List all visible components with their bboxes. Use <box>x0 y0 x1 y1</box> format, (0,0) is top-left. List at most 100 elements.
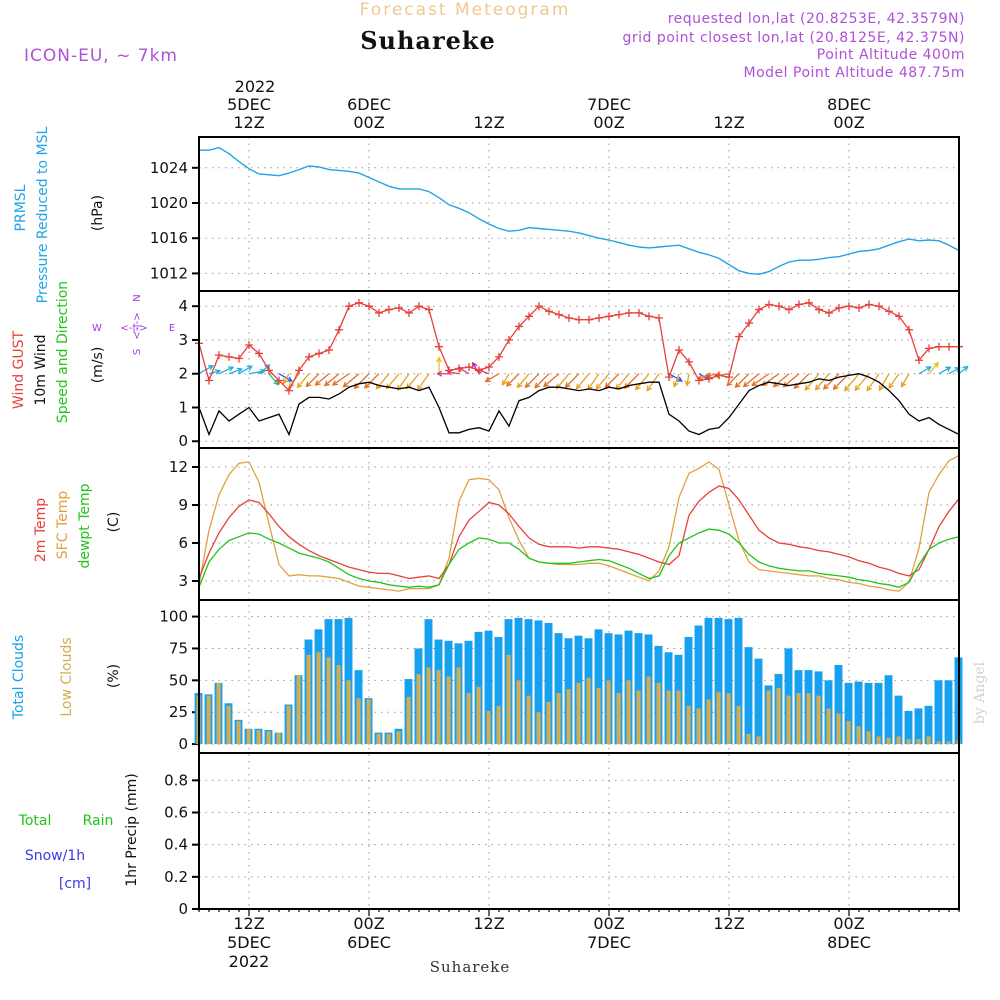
precip-ytick-label: 0.4 <box>164 836 188 854</box>
clouds-ytick-label: 75 <box>169 639 188 657</box>
low-cloud-bar <box>946 741 951 745</box>
wind-arrowhead <box>676 376 683 382</box>
wind-gust-marker <box>895 312 903 321</box>
total-cloud-bar <box>754 658 763 745</box>
wind-arrowhead <box>516 382 523 389</box>
clouds-ytick-label: 50 <box>169 671 188 689</box>
bottom-axis-date: 5DEC <box>227 933 271 952</box>
wind-gust-marker <box>345 302 353 311</box>
wind-arrowhead <box>542 381 550 388</box>
total-cloud-bar <box>704 617 713 745</box>
wind-direction-arrow <box>794 373 810 389</box>
wind-gust-marker <box>945 342 953 351</box>
wind-direction-arrow <box>332 373 350 386</box>
low-cloud-bar <box>936 741 941 745</box>
wind-direction-arrow <box>587 373 600 390</box>
temp-label-1: 2m Temp <box>33 498 49 562</box>
wind-direction-arrow <box>417 373 430 391</box>
wind-gust-marker <box>215 351 223 360</box>
top-axis-date: 7DEC <box>587 95 631 114</box>
pressure-ytick-label: 1024 <box>150 159 188 177</box>
wind-gust-marker <box>865 300 873 309</box>
wind-gust-marker <box>665 373 673 382</box>
wind-arrowhead <box>564 382 571 389</box>
low-cloud-bar <box>686 705 691 745</box>
low-cloud-bar <box>566 689 571 745</box>
pressure-unit: (hPa) <box>90 195 106 231</box>
wind-direction-arrow <box>576 373 590 389</box>
footer-station: Suhareke <box>430 958 511 976</box>
wind-arrowhead <box>814 384 821 391</box>
wind-gust-marker <box>925 344 933 353</box>
wind-gust-marker <box>555 310 563 319</box>
bottom-axis-date: 7DEC <box>587 933 631 952</box>
low-cloud-bar <box>626 680 631 745</box>
low-cloud-bar <box>876 736 881 745</box>
wind-direction-arrow <box>804 373 820 391</box>
wind-arrowhead <box>436 356 442 363</box>
low-cloud-bar <box>806 693 811 745</box>
precip-snow-label-1: Snow/1h <box>25 848 85 864</box>
wind-direction-arrow <box>397 373 410 391</box>
wind-gust-marker <box>395 303 403 312</box>
top-axis-date: 8DEC <box>827 95 871 114</box>
dewpt-temp-line <box>198 528 960 588</box>
top-axis-hour: 12Z <box>473 113 504 132</box>
sfc-temp-line <box>198 455 960 592</box>
wind-direction-arrow <box>565 373 580 388</box>
wind-arrowhead <box>323 380 330 387</box>
low-cloud-bar <box>356 698 361 745</box>
low-cloud-bar <box>716 691 721 745</box>
wind-gust-marker <box>675 346 683 355</box>
pressure-panel: 1012 1016 1020 1024 <box>150 146 960 282</box>
wind-gust-marker <box>235 354 243 363</box>
wind-arrowhead <box>214 369 222 375</box>
wind-gust-marker <box>495 352 503 361</box>
temp-2m-line <box>198 485 960 580</box>
low-cloud-bar <box>696 708 701 745</box>
wind-arrowhead <box>534 382 541 389</box>
low-cloud-bar <box>386 733 391 745</box>
wind-direction-arrow <box>517 373 530 388</box>
low-cloud-bar <box>316 652 321 745</box>
wind-direction-arrow <box>604 373 620 388</box>
wind-gust-marker <box>855 303 863 312</box>
wind-ytick-label: 0 <box>178 432 188 450</box>
wind-arrowhead <box>363 382 370 389</box>
clouds-panel: 0 25 50 75 100 <box>159 608 963 753</box>
requested-coords: requested lon,lat (20.8253E, 42.3579N) <box>668 11 965 27</box>
precip-ytick-label: 0.8 <box>164 771 188 789</box>
wind-gust-marker <box>505 335 513 344</box>
wind-arrowhead <box>207 365 215 371</box>
wind-arrowhead <box>331 380 338 386</box>
clouds-unit: (%) <box>106 664 122 688</box>
wind-gust-marker <box>475 366 483 375</box>
precip-frame <box>198 752 960 910</box>
wind-gust-marker <box>335 325 343 334</box>
wind-arrowhead <box>945 366 952 372</box>
wind-arrowhead <box>246 365 253 371</box>
wind-gust-marker <box>905 325 913 334</box>
bottom-axis-hour: 12Z <box>233 914 264 933</box>
wind-arrowhead <box>726 380 733 387</box>
low-cloud-bar <box>376 733 381 745</box>
wind-arrowhead <box>705 372 712 379</box>
wind-gust-marker <box>795 300 803 309</box>
total-cloud-bar <box>734 617 743 745</box>
wind-gust-marker <box>815 305 823 314</box>
wind-direction-arrow <box>502 373 510 386</box>
wind-arrowhead <box>843 385 850 392</box>
low-cloud-bar <box>656 682 661 745</box>
wind-gust-marker <box>325 346 333 355</box>
wind-arrowhead <box>305 381 312 388</box>
wind-gust-marker <box>535 302 543 311</box>
wind-gust-marker <box>315 349 323 358</box>
low-cloud-bar <box>406 696 411 745</box>
pressure-ytick-label: 1016 <box>150 229 188 247</box>
wind-gust-marker <box>655 314 663 323</box>
wind-unit: (m/s) <box>90 347 106 384</box>
wind-arrowhead <box>782 381 789 388</box>
wind-gust-marker <box>435 342 443 351</box>
total-cloud-bar <box>484 630 493 745</box>
